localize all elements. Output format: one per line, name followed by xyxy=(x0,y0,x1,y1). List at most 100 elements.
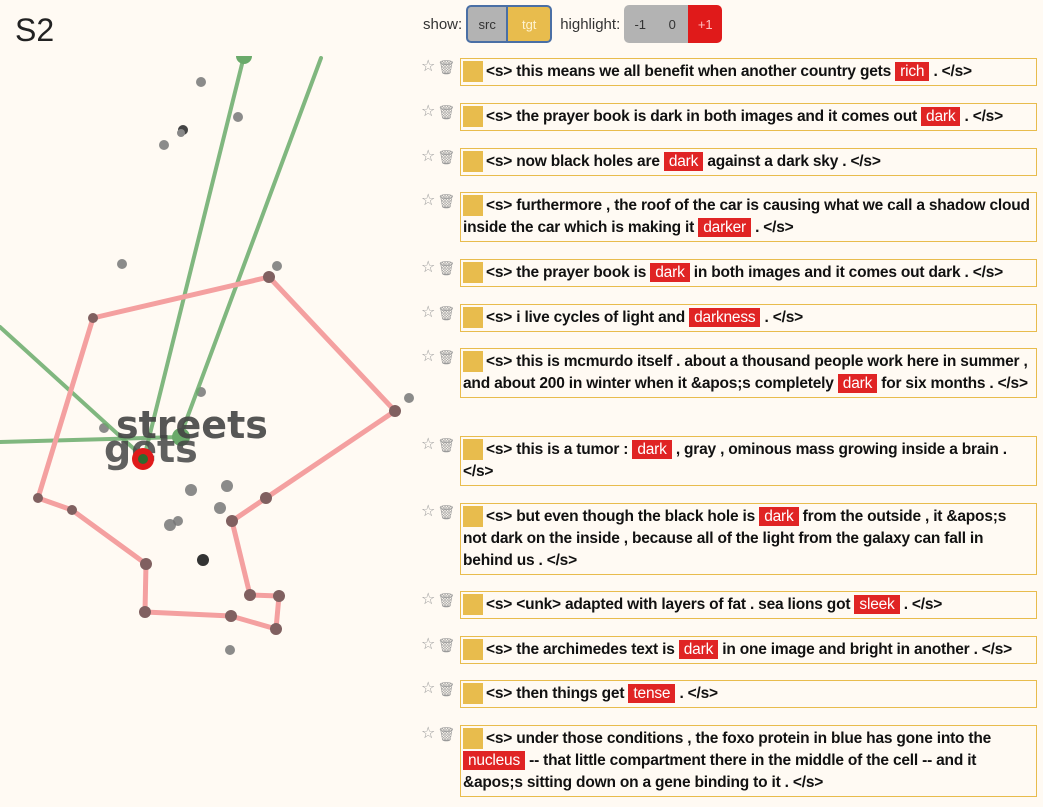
highlighted-word: dark xyxy=(921,107,961,126)
green-dot[interactable] xyxy=(236,56,252,64)
green-edge xyxy=(142,56,246,460)
highlight-plus-one-button[interactable]: +1 xyxy=(688,5,723,43)
highlighted-word: nucleus xyxy=(463,751,526,770)
trash-icon[interactable]: 🗑 xyxy=(437,349,456,365)
red-vertex[interactable] xyxy=(33,493,43,503)
sentence-card[interactable]: <s> this is mcmurdo itself . about a tho… xyxy=(460,348,1037,398)
star-icon[interactable]: ☆ xyxy=(421,148,436,165)
source-swatch xyxy=(463,262,483,283)
green-edge xyxy=(0,435,182,444)
gray-dot[interactable] xyxy=(197,554,209,566)
show-tgt-button[interactable]: tgt xyxy=(508,5,553,43)
show-src-button[interactable]: src xyxy=(466,5,509,43)
sentence-card[interactable]: <s> this means we all benefit when anoth… xyxy=(460,58,1037,86)
trash-icon[interactable]: 🗑 xyxy=(437,437,456,453)
sentence-text: <s> i live cycles of light and xyxy=(486,309,686,326)
gray-dot[interactable] xyxy=(196,77,206,87)
selected-point-inner xyxy=(138,454,148,464)
source-swatch xyxy=(463,683,483,704)
trash-icon[interactable]: 🗑 xyxy=(437,59,456,75)
sentence-card[interactable]: <s> the prayer book is dark in both imag… xyxy=(460,259,1037,287)
sentence-card[interactable]: <s> i live cycles of light and darkness … xyxy=(460,304,1037,332)
red-vertex[interactable] xyxy=(244,589,256,601)
sentence-card[interactable]: <s> then things get tense . </s> xyxy=(460,680,1037,708)
star-icon[interactable]: ☆ xyxy=(421,348,436,365)
gray-dots xyxy=(99,77,414,655)
green-dot[interactable] xyxy=(172,428,190,446)
sentence-card[interactable]: <s> but even though the black hole is da… xyxy=(460,503,1037,575)
sentence-text: -- that little compartment there in the … xyxy=(463,752,977,791)
gray-dot[interactable] xyxy=(221,480,233,492)
trash-icon[interactable]: 🗑 xyxy=(437,193,456,209)
red-vertex[interactable] xyxy=(88,313,98,323)
sentence-text: . </s> xyxy=(964,108,1004,125)
star-icon[interactable]: ☆ xyxy=(421,58,436,75)
trash-icon[interactable]: 🗑 xyxy=(437,104,456,120)
star-icon[interactable]: ☆ xyxy=(421,591,436,608)
sentence-text: against a dark sky . </s> xyxy=(707,153,881,170)
trash-icon[interactable]: 🗑 xyxy=(437,149,456,165)
source-swatch xyxy=(463,439,483,460)
red-vertex[interactable] xyxy=(226,515,238,527)
sentence-text: <s> the archimedes text is xyxy=(486,641,675,658)
gray-dot[interactable] xyxy=(185,484,197,496)
red-vertex[interactable] xyxy=(140,558,152,570)
red-vertex[interactable] xyxy=(270,623,282,635)
star-icon[interactable]: ☆ xyxy=(421,192,436,209)
highlight-minus-one-button[interactable]: -1 xyxy=(624,5,657,43)
star-icon[interactable]: ☆ xyxy=(421,304,436,321)
red-vertex[interactable] xyxy=(263,271,275,283)
embedding-visualization[interactable]: streets gets xyxy=(0,56,415,807)
show-label: show: xyxy=(423,15,463,33)
red-outline xyxy=(35,274,398,632)
gray-dot[interactable] xyxy=(404,393,414,403)
sentence-card[interactable]: <s> the archimedes text is dark in one i… xyxy=(460,636,1037,664)
gray-dot[interactable] xyxy=(272,261,282,271)
star-icon[interactable]: ☆ xyxy=(421,259,436,276)
star-icon[interactable]: ☆ xyxy=(421,680,436,697)
gray-dot[interactable] xyxy=(159,140,169,150)
star-icon[interactable]: ☆ xyxy=(421,725,436,742)
star-icon[interactable]: ☆ xyxy=(421,103,436,120)
highlight-zero-button[interactable]: 0 xyxy=(656,5,689,43)
trash-icon[interactable]: 🗑 xyxy=(437,726,456,742)
gray-dot[interactable] xyxy=(214,502,226,514)
trash-icon[interactable]: 🗑 xyxy=(437,592,456,608)
show-toggle-group: src tgt xyxy=(466,5,553,43)
trash-icon[interactable]: 🗑 xyxy=(437,260,456,276)
sentence-text: from the outside , it &apos;s not dark o… xyxy=(463,508,1007,569)
red-vertex[interactable] xyxy=(260,492,272,504)
red-vertex[interactable] xyxy=(273,590,285,602)
sentence-card[interactable]: <s> under those conditions , the foxo pr… xyxy=(460,725,1037,797)
source-swatch xyxy=(463,351,483,372)
star-icon[interactable]: ☆ xyxy=(421,503,436,520)
star-icon[interactable]: ☆ xyxy=(421,436,436,453)
red-vertex[interactable] xyxy=(139,606,151,618)
highlighted-word: darker xyxy=(698,218,751,237)
gray-dot[interactable] xyxy=(225,645,235,655)
red-vertex[interactable] xyxy=(389,405,401,417)
trash-icon[interactable]: 🗑 xyxy=(437,637,456,653)
sentence-card[interactable]: <s> this is a tumor : dark , gray , omin… xyxy=(460,436,1037,486)
red-vertex[interactable] xyxy=(67,505,77,515)
sentence-card[interactable]: <s> now black holes are dark against a d… xyxy=(460,148,1037,176)
source-swatch xyxy=(463,151,483,172)
gray-dot[interactable] xyxy=(117,259,127,269)
gray-dot[interactable] xyxy=(164,519,176,531)
sentence-card[interactable]: <s> furthermore , the roof of the car is… xyxy=(460,192,1037,242)
highlighted-word: dark xyxy=(837,374,878,393)
sentence-text: <s> this is a tumor : xyxy=(486,441,629,458)
sentence-text: <s> under those conditions , the foxo pr… xyxy=(486,730,992,747)
trash-icon[interactable]: 🗑 xyxy=(437,681,456,697)
red-vertex[interactable] xyxy=(225,610,237,622)
trash-icon[interactable]: 🗑 xyxy=(437,305,456,321)
sentence-card[interactable]: <s> <unk> adapted with layers of fat . s… xyxy=(460,591,1037,619)
trash-icon[interactable]: 🗑 xyxy=(437,504,456,520)
gray-dot[interactable] xyxy=(233,112,243,122)
star-icon[interactable]: ☆ xyxy=(421,636,436,653)
sentence-text: <s> the prayer book is xyxy=(486,264,647,281)
sentence-card[interactable]: <s> the prayer book is dark in both imag… xyxy=(460,103,1037,131)
gray-dot[interactable] xyxy=(177,129,185,137)
sentence-text: . </s> xyxy=(933,63,972,80)
highlighted-word: rich xyxy=(895,62,930,81)
